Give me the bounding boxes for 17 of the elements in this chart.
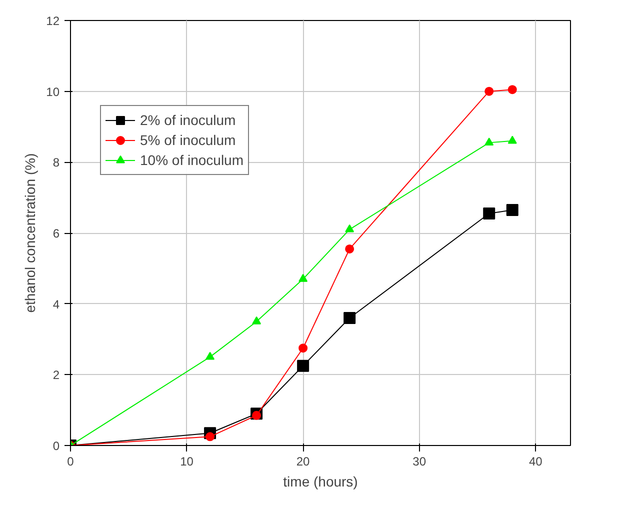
y-tick-label: 6 (52, 226, 60, 240)
y-axis-title: ethanol concentration (%) (22, 153, 38, 313)
x-tick-label: 0 (67, 454, 74, 468)
legend-label: 10% of inoculum (140, 152, 244, 168)
legend-label: 2% of inoculum (140, 112, 236, 128)
y-tick-label: 0 (52, 439, 60, 453)
x-tick-label: 40 (528, 454, 543, 468)
y-tick-label: 2 (52, 368, 60, 382)
legend-label: 5% of inoculum (140, 132, 236, 148)
x-axis-title: time (hours) (283, 474, 358, 490)
y-tick-label: 4 (52, 297, 60, 312)
x-tick-label: 20 (296, 454, 310, 468)
y-tick-label: 10 (46, 84, 60, 99)
x-tick-label: 30 (412, 454, 426, 468)
x-tick-label: 10 (180, 454, 194, 468)
y-tick-label: 8 (52, 156, 60, 170)
y-tick-label: 12 (46, 14, 60, 28)
